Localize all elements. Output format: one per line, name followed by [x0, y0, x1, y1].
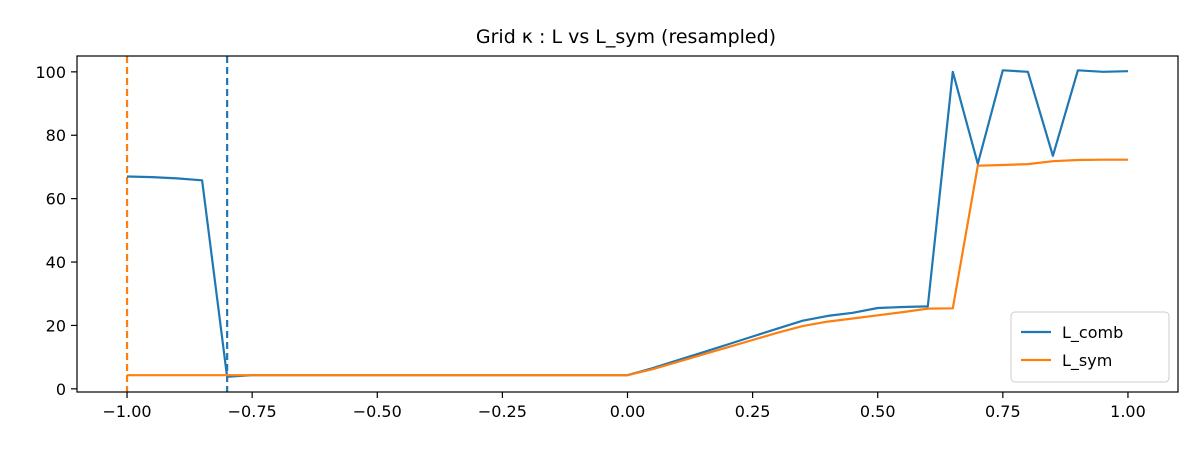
vlines: [125, 56, 229, 392]
y-tick-label-4: 80: [46, 126, 66, 145]
x-tick-label-5: 0.25: [735, 402, 771, 421]
series-line-1: [127, 158, 1128, 377]
y-tick-label-0: 0: [56, 380, 66, 399]
y-tick-label-5: 100: [35, 63, 66, 82]
x-tick-label-2: −0.50: [353, 402, 402, 421]
legend-label-1: L_sym: [1062, 351, 1112, 371]
y-tick-label-2: 40: [46, 253, 66, 272]
y-axis: 0 20 40 60 80 100: [35, 63, 77, 399]
x-tick-label-1: −0.75: [228, 402, 277, 421]
x-tick-label-8: 1.00: [1110, 402, 1146, 421]
y-tick-label-1: 20: [46, 316, 66, 335]
x-axis: −1.00 −0.75 −0.50 −0.25 0.00 0.25 0.50 0.75 1.00: [103, 392, 1146, 421]
x-tick-label-0: −1.00: [103, 402, 152, 421]
legend-box: [1010, 311, 1170, 383]
series-lines: [126, 69, 1129, 378]
y-tick-label-3: 60: [46, 190, 66, 209]
x-tick-label-6: 0.50: [860, 402, 896, 421]
x-tick-label-7: 0.75: [985, 402, 1021, 421]
series-line-0: [126, 69, 1129, 378]
x-tick-label-3: −0.25: [478, 402, 527, 421]
chart-title: Grid κ : L vs L_sym (resampled): [476, 26, 776, 48]
x-tick-label-4: 0.00: [610, 402, 646, 421]
legend: L_comb L_sym: [1010, 311, 1170, 383]
legend-label-0: L_comb: [1062, 323, 1123, 343]
